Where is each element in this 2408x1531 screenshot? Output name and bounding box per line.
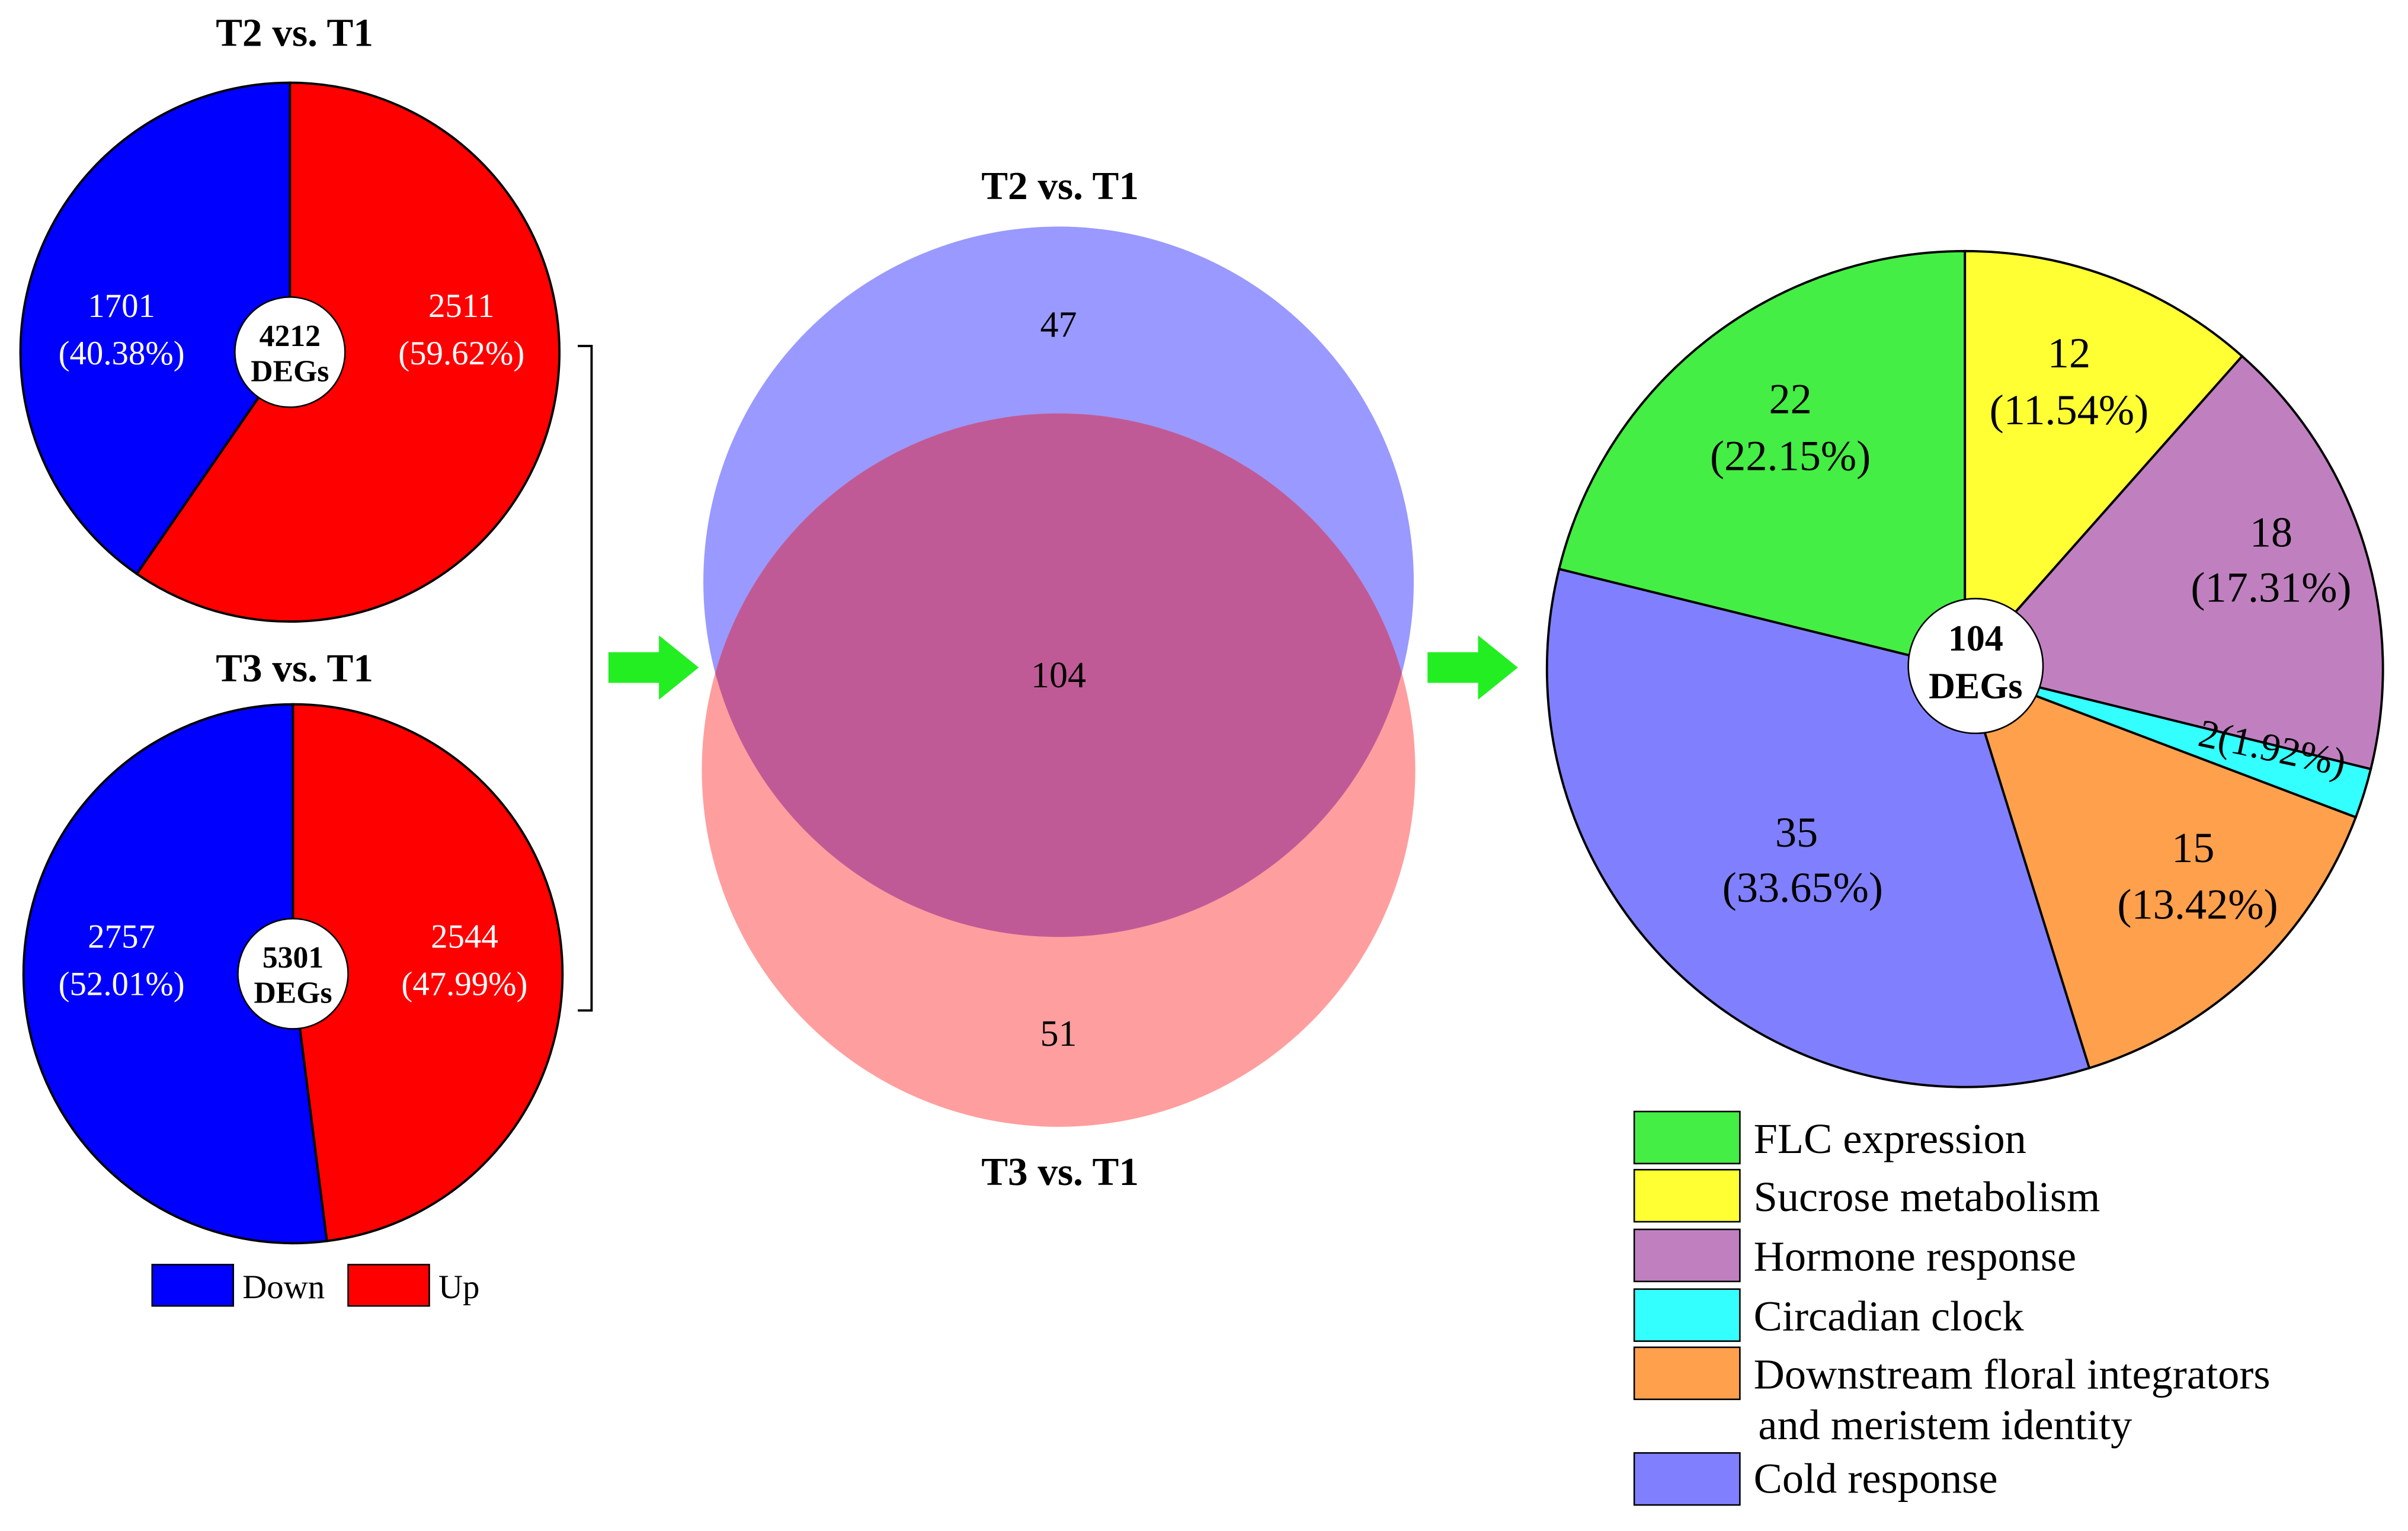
legend-hormone-label: Hormone response	[1754, 1233, 2076, 1280]
venn-top-label: T2 vs. T1	[981, 164, 1139, 208]
category-legend: FLC expression Sucrose metabolism Hormon…	[1633, 1110, 2271, 1506]
category-pie-center-circle	[1907, 598, 2044, 735]
legend-hormone-swatch	[1633, 1228, 1741, 1283]
bracket	[578, 345, 593, 1012]
pie-t2-center-total: 4212	[260, 319, 321, 353]
pie-t2-up-count: 2511	[428, 287, 495, 325]
legend-down-label: Down	[242, 1269, 325, 1306]
venn-only-t3-count: 51	[1040, 1014, 1077, 1054]
pie-t2-up-pct: (59.62%)	[398, 335, 524, 372]
category-pie-center-unit: DEGs	[1929, 666, 2022, 706]
hormone-count-label: 18	[2250, 508, 2292, 556]
flc-count-label: 22	[1769, 376, 1812, 423]
arrow-to-venn	[608, 635, 699, 700]
pie-t2-down-slice	[19, 81, 292, 576]
flc-slice	[1557, 249, 1967, 671]
downstream-slice	[1963, 667, 2358, 1070]
legend-downstream-label-line2: and meristem identity	[1758, 1401, 2132, 1449]
pie-t2-vs-t1: T2 vs. T1 4212 DEGs 1701 (40.38%) 2511 (…	[19, 11, 561, 623]
pie-t2-up-slice	[135, 81, 561, 623]
pie-t3-up-count: 2544	[431, 918, 498, 955]
sucrose-count-label: 12	[2048, 329, 2090, 377]
venn-diagram: T2 vs. T1 47 104 51 T3 vs. T1	[702, 164, 1416, 1194]
legend-up-label: Up	[438, 1269, 479, 1306]
pie-t3-down-slice	[22, 703, 328, 1245]
pie-t3-center-unit: DEGs	[254, 976, 332, 1010]
legend-cold-label: Cold response	[1754, 1455, 1998, 1502]
legend-circadian-swatch	[1633, 1288, 1741, 1342]
cold-count-label: 35	[1775, 809, 1818, 856]
pie-t3-up-slice	[292, 703, 564, 1242]
category-pie-slices	[1545, 249, 2384, 1088]
legend-circadian-label: Circadian clock	[1754, 1292, 2025, 1340]
category-pie: 104 DEGs 22 (22.15%) 12 (11.54%) 18 (17.…	[1545, 249, 2384, 1088]
pie-t3-up-pct: (47.99%)	[401, 966, 527, 1003]
legend-sucrose-swatch	[1633, 1168, 1741, 1223]
pie-t2-title: T2 vs. T1	[216, 11, 373, 55]
pie-t3-center-total: 5301	[262, 941, 324, 975]
pie-t2-down-count: 1701	[88, 287, 155, 325]
legend-up-down: Down Up	[151, 1264, 479, 1307]
pie-t3-title: T3 vs. T1	[216, 646, 373, 690]
legend-down-swatch	[151, 1264, 235, 1307]
cold-pct-label: (33.65%)	[1722, 864, 1883, 911]
hormone-slice	[1962, 354, 2384, 771]
legend-downstream-label-line1: Downstream floral integrators	[1754, 1351, 2271, 1398]
pie-t2-center-circle	[234, 296, 346, 408]
arrow-to-category-pie	[1427, 635, 1518, 700]
venn-overlap	[715, 413, 1402, 937]
pie-t2-down-pct: (40.38%)	[59, 335, 185, 372]
pie-t3-vs-t1: T3 vs. T1 5301 DEGs 2757 (52.01%) 2544 (…	[22, 646, 564, 1245]
legend-up-swatch	[347, 1264, 430, 1307]
legend-cold-swatch	[1633, 1452, 1741, 1506]
pie-t2-center-unit: DEGs	[251, 354, 329, 388]
downstream-count-label: 15	[2172, 824, 2214, 872]
venn-bottom-label: T3 vs. T1	[981, 1149, 1139, 1194]
sucrose-pct-label: (11.54%)	[1990, 386, 2149, 434]
downstream-pct-label: (13.42%)	[2117, 880, 2278, 928]
hormone-pct-label: (17.31%)	[2191, 564, 2351, 611]
pie-t3-down-pct: (52.01%)	[59, 966, 185, 1003]
category-pie-center-total: 104	[1948, 619, 2003, 659]
legend-flc-label: FLC expression	[1754, 1115, 2026, 1162]
sucrose-slice	[1964, 249, 2244, 672]
venn-overlap-count: 104	[1031, 655, 1086, 696]
legend-flc-swatch	[1633, 1110, 1741, 1165]
flc-pct-label: (22.15%)	[1710, 432, 1871, 479]
pie-t3-down-count: 2757	[88, 918, 155, 955]
legend-sucrose-label: Sucrose metabolism	[1754, 1173, 2100, 1221]
legend-downstream-swatch	[1633, 1346, 1741, 1401]
venn-only-t2-count: 47	[1040, 305, 1077, 345]
pie-t3-center-circle	[237, 918, 349, 1030]
